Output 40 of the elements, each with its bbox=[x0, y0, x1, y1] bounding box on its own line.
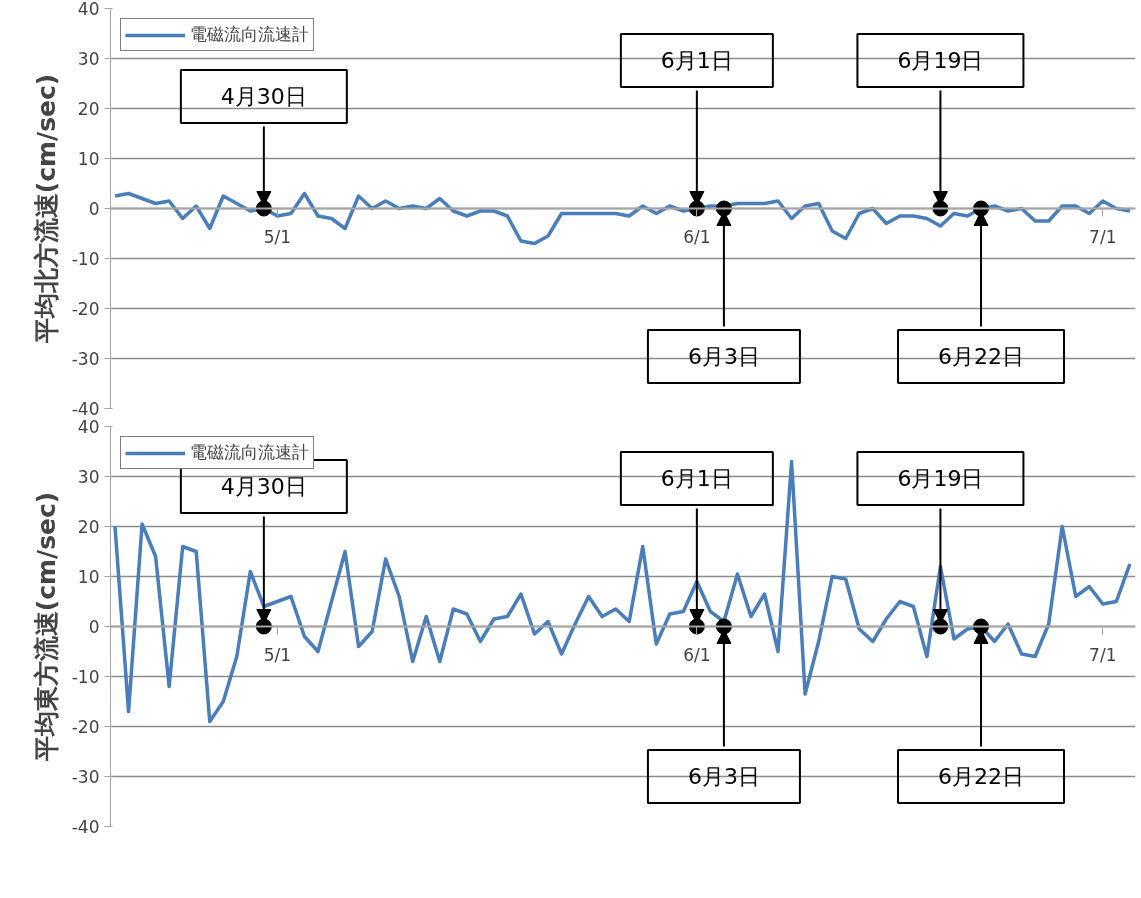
annotation: 6月1日 bbox=[660, 466, 733, 491]
y-axis-title: 平均東方流速(cm/sec) bbox=[31, 491, 61, 763]
y-tick-label: 10 bbox=[77, 149, 100, 169]
y-tick-label: 30 bbox=[77, 49, 100, 69]
y-tick-label: 10 bbox=[77, 567, 100, 587]
annotation: 6月19日 bbox=[897, 48, 984, 73]
y-tick-label: 20 bbox=[77, 99, 100, 119]
y-tick-label: -20 bbox=[71, 299, 100, 319]
legend-label: 電磁流向流速計 bbox=[190, 441, 309, 464]
annotation: 6月3日 bbox=[687, 764, 760, 789]
x-tick-label: 6/1 bbox=[683, 226, 711, 247]
annotation: 6月22日 bbox=[938, 344, 1025, 369]
y-tick-label: 40 bbox=[77, 0, 100, 19]
y-tick-label: 0 bbox=[88, 617, 100, 637]
line-series bbox=[113, 459, 1132, 724]
annotation: 4月30日 bbox=[220, 84, 307, 109]
x-tick-label: 6/1 bbox=[683, 644, 711, 665]
annotation: 4月30日 bbox=[220, 474, 307, 499]
y-tick-label: 30 bbox=[77, 467, 100, 487]
line-series bbox=[113, 191, 1132, 246]
annotation: 6月19日 bbox=[897, 466, 984, 491]
y-tick-label: -30 bbox=[71, 349, 100, 369]
annotation: 6月22日 bbox=[938, 764, 1025, 789]
y-tick-label: -30 bbox=[71, 767, 100, 787]
annotation: 6月1日 bbox=[660, 48, 733, 73]
x-tick-label: 5/1 bbox=[263, 644, 292, 665]
legend-label: 電磁流向流速計 bbox=[190, 23, 309, 46]
x-tick-label: 5/1 bbox=[263, 226, 292, 247]
y-tick-label: -10 bbox=[71, 667, 100, 687]
y-tick-label: -10 bbox=[71, 249, 100, 269]
y-tick-label: -20 bbox=[71, 717, 100, 737]
x-tick-label: 7/1 bbox=[1089, 644, 1117, 665]
annotation: 6月3日 bbox=[687, 344, 760, 369]
y-axis-title: 平均北方流速(cm/sec) bbox=[31, 73, 61, 345]
x-tick-label: 7/1 bbox=[1089, 226, 1117, 247]
y-tick-label: -40 bbox=[71, 399, 100, 419]
y-tick-label: 40 bbox=[77, 417, 100, 437]
y-tick-label: -40 bbox=[71, 817, 100, 837]
y-tick-label: 0 bbox=[88, 199, 100, 219]
y-tick-label: 20 bbox=[77, 517, 100, 537]
